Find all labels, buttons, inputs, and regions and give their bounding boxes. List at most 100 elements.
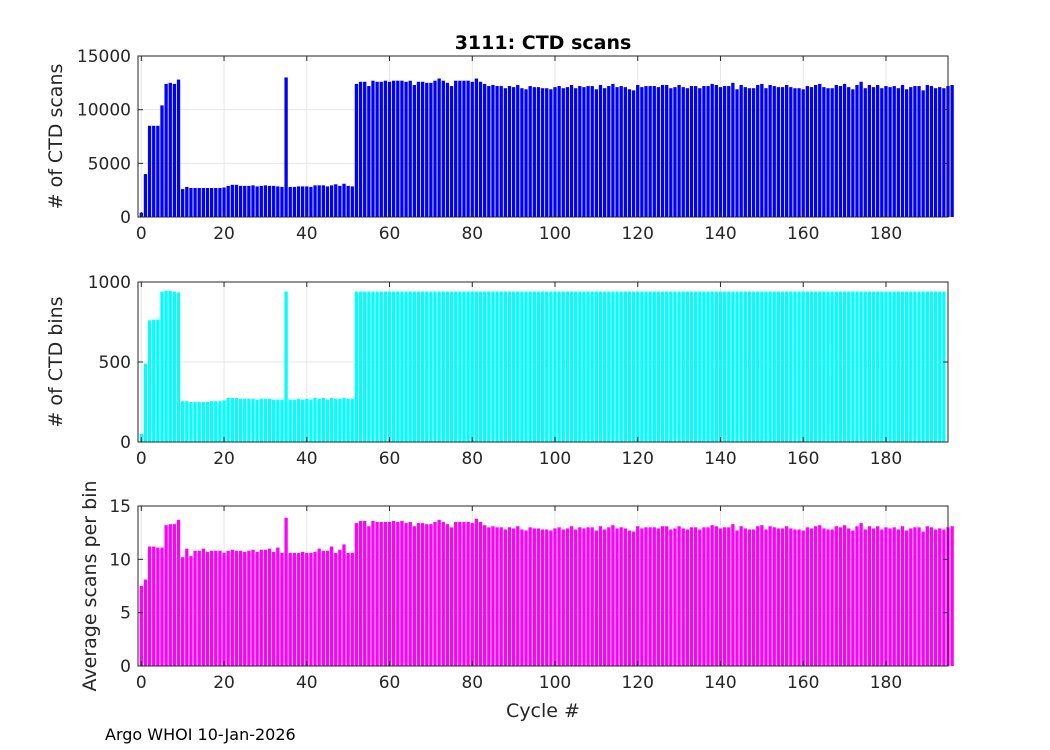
bar (938, 291, 942, 442)
bar (371, 80, 375, 217)
bar (209, 550, 214, 666)
bar (578, 86, 582, 217)
bar (913, 291, 917, 442)
x-tick-label: 0 (136, 673, 147, 693)
bar (478, 522, 483, 666)
bar (880, 291, 884, 442)
bar (619, 291, 623, 442)
bar (520, 291, 524, 442)
bar (574, 529, 578, 666)
bar (652, 527, 656, 666)
bar (776, 528, 781, 666)
y-tick-label: 5 (120, 604, 131, 624)
bar (334, 398, 338, 442)
bar (205, 402, 210, 442)
bar (913, 527, 917, 666)
x-tick-label: 60 (379, 449, 401, 469)
bar (363, 291, 367, 442)
bar (354, 523, 359, 666)
bar (462, 80, 466, 217)
bar (660, 84, 665, 217)
bar (147, 125, 152, 217)
bar (181, 401, 185, 442)
bar (358, 520, 363, 666)
bar (511, 528, 516, 666)
bar (408, 291, 412, 442)
bar (689, 86, 694, 217)
bar (255, 186, 259, 217)
bar (933, 291, 938, 442)
bar (694, 527, 698, 666)
bar (313, 398, 317, 442)
bar (511, 291, 516, 442)
bar (176, 292, 181, 442)
bar (416, 523, 421, 666)
bar (698, 88, 702, 217)
bar (218, 188, 222, 217)
bar (392, 520, 396, 666)
bar (255, 551, 259, 666)
bar (673, 291, 677, 442)
bar (615, 291, 619, 442)
bar (346, 185, 350, 217)
bar (809, 87, 814, 217)
bar (185, 401, 189, 442)
bar (627, 291, 632, 442)
bar (644, 291, 648, 442)
bar (516, 291, 520, 442)
bar (644, 86, 648, 217)
bar (540, 529, 545, 666)
bar (367, 526, 371, 666)
bar (681, 291, 685, 442)
bar (483, 291, 487, 442)
bar (772, 527, 776, 666)
y-tick-label: 15000 (77, 47, 131, 67)
bar (350, 398, 354, 442)
bar (586, 527, 590, 666)
bar (722, 291, 727, 442)
bar (234, 398, 239, 442)
bar (379, 522, 383, 666)
bar (176, 519, 181, 666)
bar (706, 527, 710, 666)
bar (739, 526, 743, 666)
bar (842, 291, 847, 442)
bar (896, 529, 901, 666)
bar (561, 291, 565, 442)
bar (673, 528, 677, 666)
bar (694, 86, 698, 217)
bar (561, 529, 565, 666)
bar (412, 84, 416, 217)
bar (929, 86, 934, 217)
bar (491, 84, 495, 217)
bar (888, 291, 892, 442)
y-tick-label: 1000 (88, 273, 131, 293)
bar (516, 84, 520, 217)
bar (243, 185, 247, 217)
bar (263, 398, 268, 442)
bar (602, 88, 607, 217)
bar (689, 527, 694, 666)
bar (809, 528, 814, 666)
bar (669, 529, 673, 666)
x-tick-label: 180 (870, 224, 902, 244)
bar (582, 528, 586, 666)
bar (863, 291, 867, 442)
bar (441, 291, 445, 442)
bar (714, 526, 718, 666)
bar (747, 88, 752, 217)
bar (197, 402, 201, 442)
bar (805, 527, 809, 666)
bar (731, 524, 735, 666)
y-axis-label: # of CTD scans (45, 64, 67, 210)
x-tick-label: 120 (622, 224, 654, 244)
bar (611, 525, 615, 666)
bar (586, 86, 590, 217)
bar (743, 87, 747, 217)
bar (358, 291, 363, 442)
bar (710, 525, 714, 666)
bar (586, 291, 590, 442)
bar (152, 125, 156, 217)
bar (677, 291, 681, 442)
bar (694, 291, 698, 442)
